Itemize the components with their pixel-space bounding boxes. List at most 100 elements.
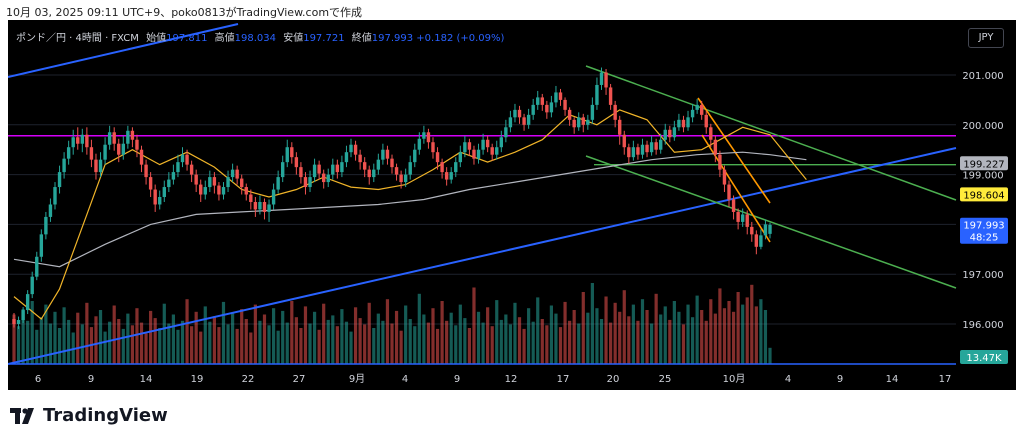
candle-body[interactable] bbox=[449, 172, 453, 180]
candle-body[interactable] bbox=[567, 109, 572, 120]
candle-body[interactable] bbox=[258, 201, 262, 210]
candle-body[interactable] bbox=[618, 119, 622, 135]
candle-body[interactable] bbox=[80, 134, 85, 144]
candle-body[interactable] bbox=[663, 129, 667, 140]
candle-body[interactable] bbox=[103, 144, 107, 160]
candle-body[interactable] bbox=[48, 204, 53, 217]
candle-body[interactable] bbox=[608, 87, 613, 105]
candle-body[interactable] bbox=[422, 132, 426, 139]
candle-body[interactable] bbox=[226, 177, 230, 188]
candle-body[interactable] bbox=[135, 139, 139, 150]
candle-body[interactable] bbox=[335, 164, 340, 173]
candle-body[interactable] bbox=[640, 144, 645, 155]
candle-body[interactable] bbox=[112, 132, 116, 144]
candle-body[interactable] bbox=[362, 162, 367, 170]
candle-body[interactable] bbox=[280, 162, 285, 178]
candle-body[interactable] bbox=[394, 167, 399, 175]
candle-body[interactable] bbox=[709, 127, 713, 140]
candle-body[interactable] bbox=[718, 154, 722, 170]
candle-body[interactable] bbox=[390, 158, 394, 168]
candle-body[interactable] bbox=[636, 147, 640, 155]
candle-body[interactable] bbox=[590, 104, 595, 120]
candle-body[interactable] bbox=[57, 172, 62, 188]
candle-body[interactable] bbox=[89, 147, 94, 160]
candle-body[interactable] bbox=[704, 114, 708, 128]
upper-blue-trendline[interactable] bbox=[8, 23, 239, 78]
candle-body[interactable] bbox=[271, 189, 276, 205]
candle-body[interactable] bbox=[107, 132, 112, 145]
candle-body[interactable] bbox=[76, 137, 80, 144]
candle-body[interactable] bbox=[586, 119, 590, 125]
candle-body[interactable] bbox=[454, 162, 458, 173]
candle-body[interactable] bbox=[458, 152, 463, 163]
lower-blue-trendline[interactable] bbox=[8, 147, 957, 365]
candle-body[interactable] bbox=[668, 129, 672, 138]
candle-body[interactable] bbox=[221, 187, 226, 195]
candle-body[interactable] bbox=[681, 119, 686, 128]
candle-body[interactable] bbox=[121, 143, 126, 155]
candle-body[interactable] bbox=[563, 99, 567, 110]
orange-flag-lower[interactable] bbox=[701, 134, 771, 243]
candle-body[interactable] bbox=[736, 211, 740, 222]
candle-body[interactable] bbox=[130, 130, 135, 140]
candle-body[interactable] bbox=[604, 72, 608, 88]
candle-body[interactable] bbox=[754, 234, 759, 247]
price-chart[interactable]: 201.000200.000199.000198.000197.000196.0… bbox=[8, 20, 1016, 390]
candle-body[interactable] bbox=[376, 159, 381, 170]
candle-body[interactable] bbox=[531, 104, 535, 115]
candle-body[interactable] bbox=[171, 172, 176, 180]
candle-body[interactable] bbox=[504, 127, 508, 138]
candle-body[interactable] bbox=[577, 117, 581, 128]
candle-body[interactable] bbox=[331, 164, 335, 175]
candle-body[interactable] bbox=[185, 154, 189, 165]
candle-body[interactable] bbox=[235, 169, 239, 179]
candle-body[interactable] bbox=[654, 142, 658, 150]
candle-body[interactable] bbox=[690, 109, 695, 118]
candle-body[interactable] bbox=[672, 127, 677, 138]
candle-body[interactable] bbox=[499, 137, 504, 148]
candle-body[interactable] bbox=[508, 117, 513, 128]
candle-body[interactable] bbox=[403, 174, 408, 183]
candle-body[interactable] bbox=[540, 97, 544, 105]
candle-body[interactable] bbox=[267, 204, 271, 212]
candle-body[interactable] bbox=[467, 142, 472, 150]
candle-body[interactable] bbox=[417, 138, 422, 150]
candle-body[interactable] bbox=[244, 187, 248, 195]
candle-body[interactable] bbox=[677, 119, 681, 128]
candle-body[interactable] bbox=[631, 147, 636, 158]
candle-body[interactable] bbox=[554, 92, 558, 103]
candle-body[interactable] bbox=[94, 159, 98, 173]
candle-body[interactable] bbox=[399, 174, 403, 183]
candle-body[interactable] bbox=[303, 177, 308, 188]
candle-body[interactable] bbox=[39, 234, 44, 257]
candle-body[interactable] bbox=[321, 173, 326, 183]
candle-body[interactable] bbox=[558, 92, 563, 100]
candle-body[interactable] bbox=[66, 147, 71, 159]
candle-body[interactable] bbox=[431, 142, 435, 153]
candle-body[interactable] bbox=[208, 177, 212, 188]
candle-body[interactable] bbox=[695, 104, 699, 110]
candle-body[interactable] bbox=[153, 189, 157, 205]
candle-body[interactable] bbox=[435, 152, 440, 163]
candle-body[interactable] bbox=[444, 172, 449, 180]
candle-body[interactable] bbox=[299, 167, 303, 178]
candle-body[interactable] bbox=[426, 132, 431, 143]
candle-body[interactable] bbox=[768, 224, 772, 234]
candle-body[interactable] bbox=[44, 216, 48, 235]
candle-body[interactable] bbox=[658, 139, 663, 150]
candle-body[interactable] bbox=[713, 139, 718, 155]
candle-body[interactable] bbox=[162, 187, 166, 198]
candle-body[interactable] bbox=[622, 134, 626, 148]
candle-body[interactable] bbox=[126, 130, 130, 144]
candle-body[interactable] bbox=[476, 149, 481, 159]
candle-body[interactable] bbox=[413, 149, 417, 163]
candle-body[interactable] bbox=[731, 199, 736, 212]
candle-body[interactable] bbox=[285, 147, 289, 163]
candle-body[interactable] bbox=[526, 114, 531, 125]
candle-body[interactable] bbox=[148, 177, 153, 190]
candle-body[interactable] bbox=[16, 320, 21, 324]
candle-body[interactable] bbox=[176, 162, 180, 173]
candle-body[interactable] bbox=[385, 149, 390, 159]
candle-body[interactable] bbox=[62, 158, 66, 173]
candle-body[interactable] bbox=[750, 226, 754, 235]
